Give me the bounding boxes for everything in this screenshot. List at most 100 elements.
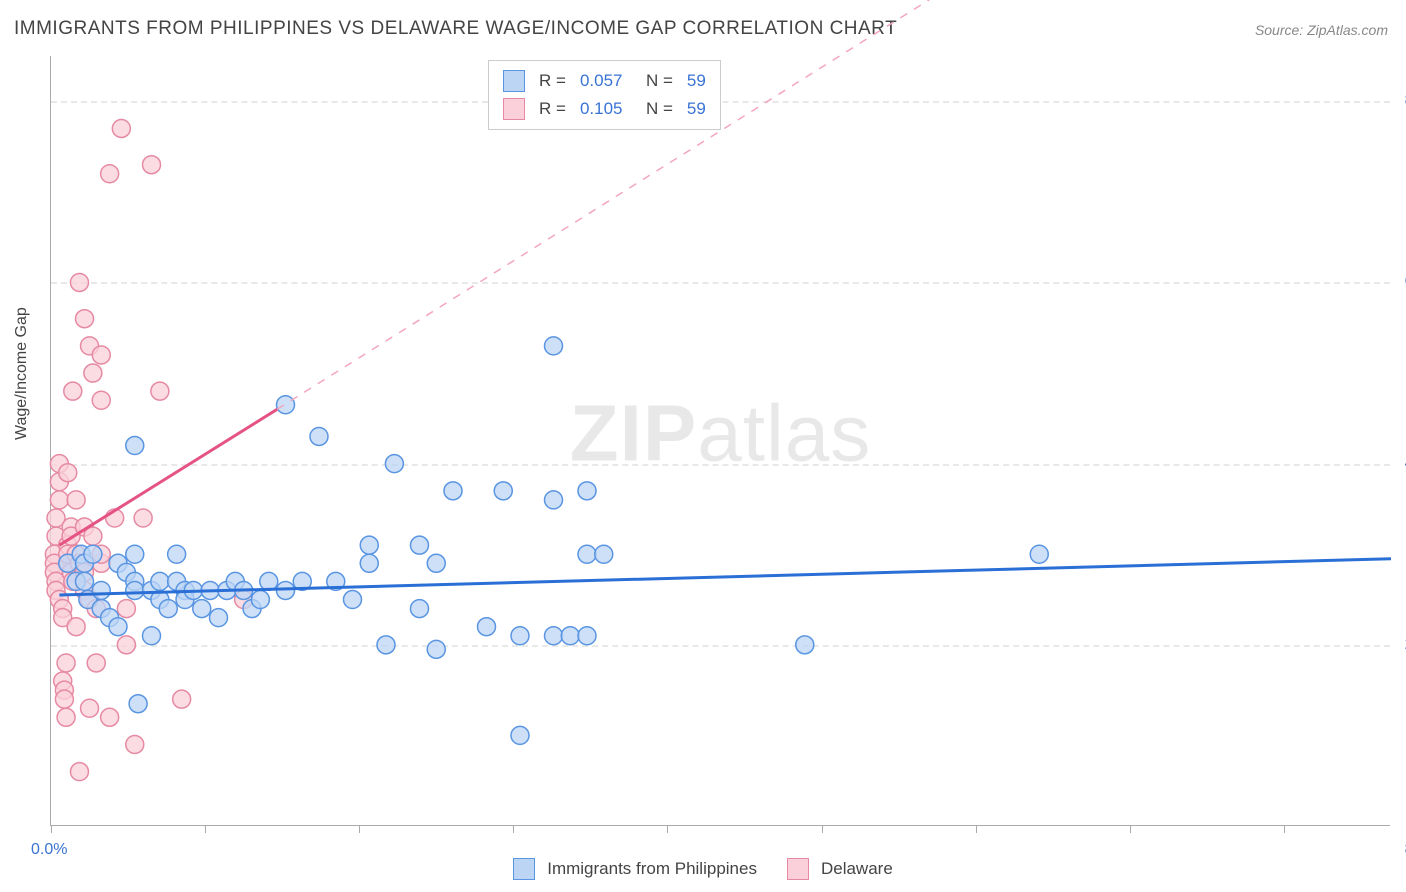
data-point xyxy=(545,491,563,509)
data-point xyxy=(411,600,429,618)
data-point xyxy=(511,726,529,744)
x-tick xyxy=(667,825,668,833)
x-tick xyxy=(205,825,206,833)
y-tick-label: 60.0% xyxy=(1395,273,1406,291)
data-point xyxy=(478,618,496,636)
data-point xyxy=(193,600,211,618)
data-point xyxy=(173,690,191,708)
data-point xyxy=(81,699,99,717)
data-point xyxy=(277,396,295,414)
x-axis-label-max: 80.0% xyxy=(1395,841,1406,859)
data-point xyxy=(84,545,102,563)
trend-line xyxy=(59,409,277,545)
data-point xyxy=(210,609,228,627)
x-tick xyxy=(51,825,52,833)
data-point xyxy=(151,382,169,400)
swatch-blue-icon xyxy=(503,70,525,92)
legend-item-pink: Delaware xyxy=(787,858,893,880)
swatch-pink-icon xyxy=(787,858,809,880)
data-point xyxy=(494,482,512,500)
data-point xyxy=(129,695,147,713)
legend-label: Delaware xyxy=(821,859,893,879)
data-point xyxy=(59,464,77,482)
data-point xyxy=(545,337,563,355)
data-point xyxy=(511,627,529,645)
data-point xyxy=(1030,545,1048,563)
data-point xyxy=(84,364,102,382)
data-point xyxy=(310,427,328,445)
data-point xyxy=(251,591,269,609)
data-point xyxy=(92,581,110,599)
plot-area: ZIPatlas 0.0% 80.0% 20.0%40.0%60.0%80.0% xyxy=(50,56,1390,826)
x-tick xyxy=(1130,825,1131,833)
chart-svg xyxy=(51,56,1390,825)
data-point xyxy=(411,536,429,554)
y-axis-title: Wage/Income Gap xyxy=(13,307,31,440)
data-point xyxy=(76,310,94,328)
x-tick xyxy=(976,825,977,833)
swatch-pink-icon xyxy=(503,98,525,120)
x-tick xyxy=(513,825,514,833)
data-point xyxy=(561,627,579,645)
data-point xyxy=(360,554,378,572)
data-point xyxy=(117,636,135,654)
r-label: R = xyxy=(539,99,566,119)
chart-title: IMMIGRANTS FROM PHILIPPINES VS DELAWARE … xyxy=(14,18,897,40)
data-point xyxy=(50,491,68,509)
data-point xyxy=(796,636,814,654)
data-point xyxy=(427,554,445,572)
data-point xyxy=(101,165,119,183)
x-tick xyxy=(1284,825,1285,833)
data-point xyxy=(57,708,75,726)
data-point xyxy=(578,545,596,563)
r-value: 0.057 xyxy=(580,71,636,91)
data-point xyxy=(151,572,169,590)
x-tick xyxy=(822,825,823,833)
n-label: N = xyxy=(646,71,673,91)
n-value: 59 xyxy=(687,99,706,119)
legend-series: Immigrants from Philippines Delaware xyxy=(0,858,1406,880)
data-point xyxy=(92,346,110,364)
legend-stats-row-pink: R = 0.105 N = 59 xyxy=(503,95,706,123)
data-point xyxy=(344,591,362,609)
data-point xyxy=(64,382,82,400)
data-point xyxy=(427,640,445,658)
data-point xyxy=(55,690,73,708)
legend-stats-row-blue: R = 0.057 N = 59 xyxy=(503,67,706,95)
y-tick-label: 80.0% xyxy=(1395,92,1406,110)
data-point xyxy=(92,391,110,409)
data-point xyxy=(126,545,144,563)
n-value: 59 xyxy=(687,71,706,91)
data-point xyxy=(76,572,94,590)
data-point xyxy=(595,545,613,563)
trend-line xyxy=(59,559,1391,595)
source-attribution: Source: ZipAtlas.com xyxy=(1255,22,1388,38)
data-point xyxy=(377,636,395,654)
data-point xyxy=(444,482,462,500)
x-axis-label-min: 0.0% xyxy=(31,841,67,859)
data-point xyxy=(57,654,75,672)
data-point xyxy=(168,545,186,563)
data-point xyxy=(101,708,119,726)
data-point xyxy=(87,654,105,672)
y-tick-label: 40.0% xyxy=(1395,455,1406,473)
data-point xyxy=(67,618,85,636)
data-point xyxy=(126,437,144,455)
data-point xyxy=(126,581,144,599)
data-point xyxy=(143,156,161,174)
r-label: R = xyxy=(539,71,566,91)
data-point xyxy=(117,600,135,618)
data-point xyxy=(545,627,563,645)
y-tick-label: 20.0% xyxy=(1395,636,1406,654)
legend-stats: R = 0.057 N = 59 R = 0.105 N = 59 xyxy=(488,60,721,130)
data-point xyxy=(143,627,161,645)
data-point xyxy=(159,600,177,618)
data-point xyxy=(67,491,85,509)
data-point xyxy=(578,627,596,645)
data-point xyxy=(112,119,130,137)
legend-label: Immigrants from Philippines xyxy=(547,859,757,879)
n-label: N = xyxy=(646,99,673,119)
data-point xyxy=(70,763,88,781)
data-point xyxy=(578,482,596,500)
data-point xyxy=(126,735,144,753)
